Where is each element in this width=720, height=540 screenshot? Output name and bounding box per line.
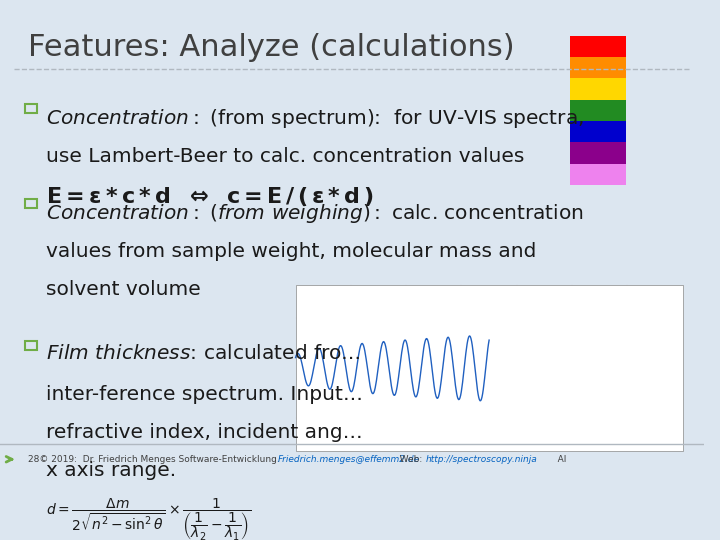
Bar <box>570 78 626 100</box>
Text: Al: Al <box>549 455 567 464</box>
Text: $\it{Film\ thickness}$: calculated fro…: $\it{Film\ thickness}$: calculated fro… <box>46 345 361 363</box>
Text: Features: Analyze (calculations): Features: Analyze (calculations) <box>28 33 515 62</box>
Bar <box>24 341 37 350</box>
Text: http://spectroscopy.ninja: http://spectroscopy.ninja <box>426 455 538 464</box>
Bar <box>570 143 626 164</box>
Text: use Lambert-Beer to calc. concentration values: use Lambert-Beer to calc. concentration … <box>46 147 524 166</box>
Text: $\it{Concentration:}$ $\it{(from\ weighing):}$ calc. concentration: $\it{Concentration:}$ $\it{(from\ weighi… <box>46 202 583 225</box>
Text: x axis range.: x axis range. <box>46 461 176 480</box>
Text: Friedrich.menges@effemm2.de: Friedrich.menges@effemm2.de <box>278 455 420 464</box>
Text: $\mathbf{E = \varepsilon * c * d}$  $\mathbf{\Leftrightarrow}$  $\mathbf{c = E\,: $\mathbf{E = \varepsilon * c * d}$ $\mat… <box>46 185 373 208</box>
Bar <box>24 104 37 112</box>
Text: solvent volume: solvent volume <box>46 280 200 299</box>
Bar <box>570 164 626 185</box>
Bar <box>570 57 626 78</box>
Bar <box>296 285 683 451</box>
Bar <box>24 199 37 207</box>
Text: 28© 2019:  Dr. Friedrich Menges Software-Entwicklung.: 28© 2019: Dr. Friedrich Menges Software-… <box>28 455 286 464</box>
Text: refractive index, incident ang…: refractive index, incident ang… <box>46 423 362 442</box>
Text: Web:: Web: <box>390 455 428 464</box>
Bar <box>570 36 626 57</box>
Text: $\it{Concentration:}$ (from spectrum):  for UV-VIS spectra,: $\it{Concentration:}$ (from spectrum): f… <box>46 107 584 130</box>
Bar <box>570 100 626 121</box>
Text: $d = \dfrac{\Delta m}{2\sqrt{n^2 - \sin^2\theta}} \times \dfrac{1}{\left(\dfrac{: $d = \dfrac{\Delta m}{2\sqrt{n^2 - \sin^… <box>46 496 251 540</box>
Bar <box>570 121 626 143</box>
Text: inter-ference spectrum. Input…: inter-ference spectrum. Input… <box>46 384 363 404</box>
Text: values from sample weight, molecular mass and: values from sample weight, molecular mas… <box>46 242 536 261</box>
